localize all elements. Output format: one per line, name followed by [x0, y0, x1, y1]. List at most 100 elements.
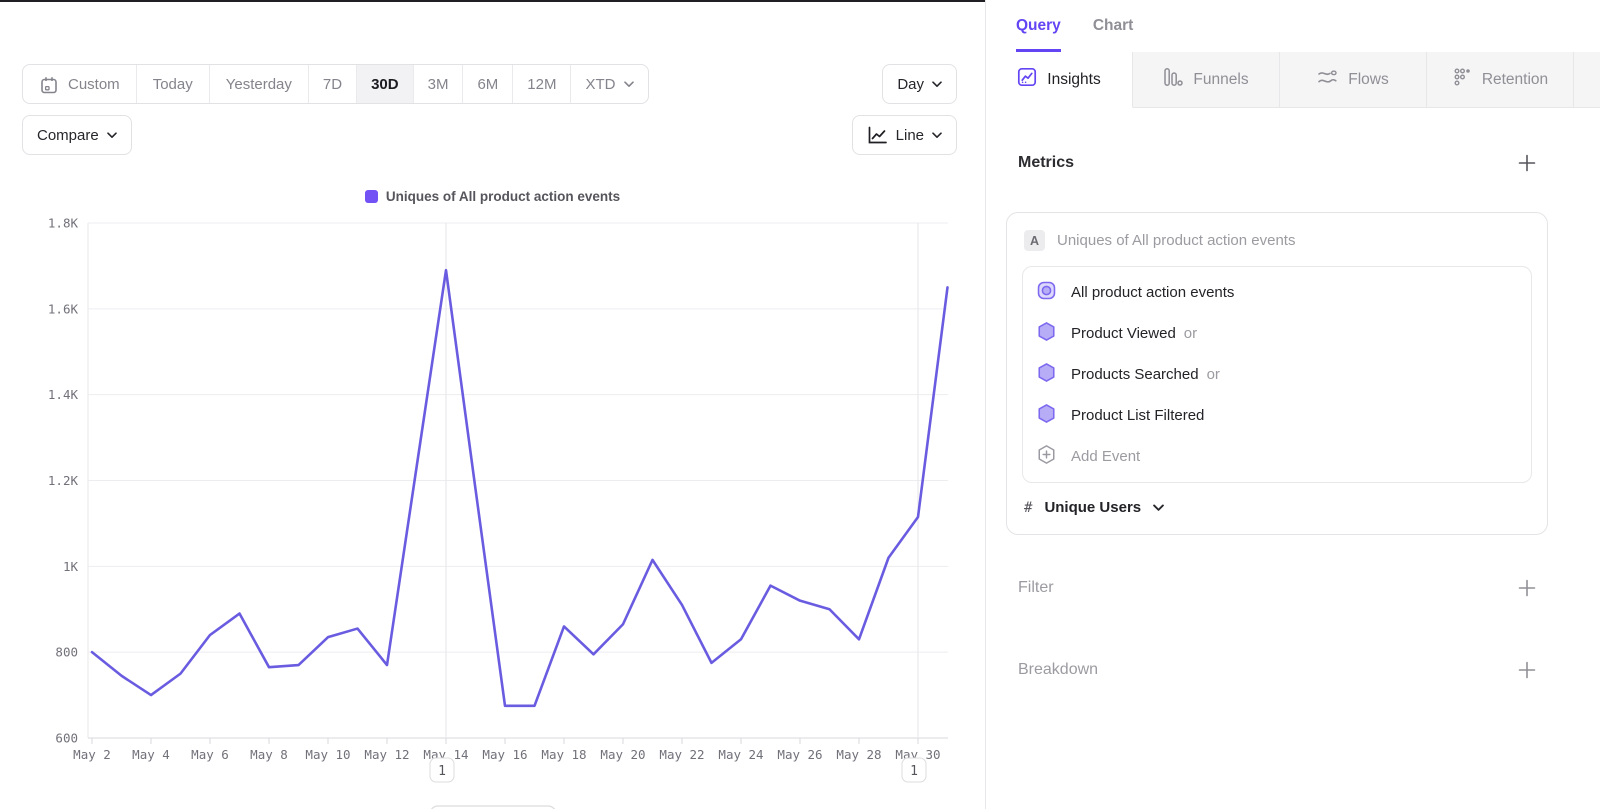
range-12m-label: 12M [527, 75, 557, 93]
breakdown-section-header: Breakdown [1006, 661, 1548, 679]
chevron-down-icon [932, 81, 942, 88]
x-tick-label: May 6 [191, 747, 229, 762]
plus-icon [1518, 661, 1536, 679]
tab-chart-label: Chart [1092, 17, 1134, 34]
annotation-badge-label: 1 [910, 764, 918, 779]
range-custom-label: Custom [68, 75, 120, 93]
range-3m-label: 3M [427, 75, 449, 93]
add-event-label: Add Event [1071, 448, 1141, 465]
event-row-products-searched[interactable]: Products Searched or [1036, 354, 1518, 395]
x-tick-label: May 22 [659, 747, 704, 762]
filter-section-header: Filter [1006, 579, 1548, 597]
add-filter-button[interactable] [1518, 579, 1536, 597]
y-tick-label: 1.8K [48, 216, 79, 231]
event-hexagon-icon [1036, 403, 1057, 429]
annotation-badge[interactable] [429, 757, 455, 783]
annotation-badge[interactable] [901, 757, 927, 783]
compare-button[interactable]: Compare [22, 115, 132, 155]
retention-icon [1452, 67, 1472, 92]
filter-title: Filter [1018, 579, 1054, 596]
add-breakdown-button[interactable] [1518, 661, 1536, 679]
range-yesterday-label: Yesterday [225, 75, 292, 93]
x-tick-label: May 4 [132, 747, 170, 762]
aggregation-label: Unique Users [1044, 499, 1142, 516]
hash-icon: # [1024, 499, 1033, 516]
range-3m[interactable]: 3M [414, 65, 464, 103]
event-or-suffix: or [1206, 366, 1220, 383]
metrics-header: Metrics [1006, 154, 1548, 172]
chart-area: 600 800 1K 1.2K 1.4K 1.6K 1.8K May 2 May 4 May 6 M… [0, 170, 985, 809]
range-12m[interactable]: 12M [513, 65, 572, 103]
interval-select[interactable]: Day [882, 64, 957, 104]
tab-chart[interactable]: Chart [1093, 0, 1133, 52]
date-range-control: Custom Today Yesterday 7D 30D 3M 6M 12M … [22, 64, 650, 104]
aggregation-select[interactable]: # Unique Users [1024, 499, 1530, 516]
metric-letter-badge: A [1024, 230, 1045, 251]
legend-swatch [364, 190, 378, 203]
range-30d[interactable]: 30D [357, 65, 414, 103]
tab-insights-label: Insights [1047, 70, 1101, 88]
range-6m-label: 6M [477, 75, 499, 93]
event-hexagon-icon [1036, 321, 1057, 347]
tab-funnels[interactable]: Funnels [1133, 52, 1280, 108]
event-list: All product action events Product Viewed… [1022, 266, 1532, 483]
event-label: Products Searched [1071, 366, 1199, 383]
funnels-icon [1163, 67, 1184, 92]
chart-panel: Custom Today Yesterday 7D 30D 3M 6M 12M … [0, 0, 985, 809]
report-tab-bar: Insights Funnels Flows Retention [986, 52, 1600, 108]
chart-type-select[interactable]: Line [851, 115, 957, 155]
x-tick-label: May 2 [73, 747, 111, 762]
series-line[interactable] [90, 268, 949, 708]
interval-label: Day [897, 75, 924, 93]
compare-label: Compare [37, 126, 99, 144]
tab-insights[interactable]: Insights [986, 52, 1133, 108]
tab-flows[interactable]: Flows [1280, 52, 1427, 108]
x-tick-label: May 12 [364, 747, 409, 762]
query-builder: Metrics A Uniques of All product action … [986, 154, 1600, 679]
event-group-icon [1036, 280, 1057, 306]
event-hexagon-icon [1036, 362, 1057, 388]
add-event-icon [1036, 444, 1057, 470]
range-6m[interactable]: 6M [463, 65, 514, 103]
range-7d[interactable]: 7D [309, 65, 358, 103]
plus-icon [1518, 579, 1536, 597]
range-yesterday[interactable]: Yesterday [210, 65, 309, 103]
event-row-product-viewed[interactable]: Product Viewed or [1036, 313, 1518, 354]
tooltip-peek [431, 805, 555, 809]
date-toolbar: Custom Today Yesterday 7D 30D 3M 6M 12M … [22, 64, 957, 104]
metric-summary-label: Uniques of All product action events [1057, 232, 1296, 249]
x-tick-label: May 20 [600, 747, 645, 762]
metric-summary-row[interactable]: A Uniques of All product action events [1022, 228, 1532, 253]
chart-legend: Uniques of All product action events [0, 189, 985, 204]
line-chart[interactable]: 600 800 1K 1.2K 1.4K 1.6K 1.8K May 2 May 4 May 6 M… [0, 170, 985, 809]
insights-icon [1017, 67, 1037, 92]
y-tick-label: 1.4K [48, 387, 79, 402]
range-today[interactable]: Today [137, 65, 210, 103]
tab-funnels-label: Funnels [1193, 70, 1249, 88]
metric-card: A Uniques of All product action events A… [1006, 212, 1548, 535]
y-tick-label: 800 [55, 645, 78, 660]
tab-query[interactable]: Query [1016, 0, 1061, 52]
legend-label: Uniques of All product action events [385, 189, 621, 204]
y-tick-label: 1.2K [48, 473, 79, 488]
range-today-label: Today [152, 75, 193, 93]
range-30d-label: 30D [371, 75, 399, 93]
add-metric-button[interactable] [1518, 154, 1536, 172]
tab-retention[interactable]: Retention [1427, 52, 1574, 108]
event-label: Product List Filtered [1071, 407, 1205, 424]
tab-flows-label: Flows [1348, 70, 1389, 88]
x-tick-label: May 18 [541, 747, 586, 762]
event-label: All product action events [1071, 284, 1235, 301]
annotation-badge-label: 1 [438, 764, 446, 779]
event-or-suffix: or [1183, 325, 1198, 342]
range-xtd[interactable]: XTD [571, 65, 648, 103]
event-row-product-list-filtered[interactable]: Product List Filtered [1036, 395, 1518, 436]
event-row-all-product-action-events[interactable]: All product action events [1036, 272, 1518, 313]
y-tick-label: 600 [55, 731, 78, 746]
x-tick-label: May 10 [305, 747, 350, 762]
range-custom[interactable]: Custom [23, 65, 137, 103]
secondary-toolbar: Compare Line [22, 115, 957, 155]
x-tick-label: May 24 [718, 747, 763, 762]
event-label: Product Viewed [1071, 325, 1176, 342]
add-event-row[interactable]: Add Event [1036, 436, 1518, 477]
